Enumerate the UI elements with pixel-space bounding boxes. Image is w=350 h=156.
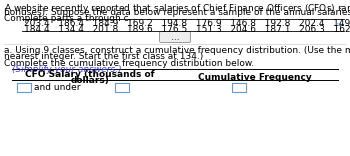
Text: dollars): dollars) — [71, 76, 110, 85]
Text: and under: and under — [34, 83, 80, 92]
Bar — [17, 83, 31, 92]
Text: Cumulative Frequency: Cumulative Frequency — [198, 73, 312, 82]
Text: a. Using 9 classes, construct a cumulative frequency distribution. (Use the mini: a. Using 9 classes, construct a cumulati… — [4, 46, 350, 55]
Text: Complete the cumulative frequency distribution below.: Complete the cumulative frequency distri… — [4, 59, 254, 68]
Text: bonuses). Suppose the data below represent a sample of the annual salaries for 2: bonuses). Suppose the data below represe… — [4, 8, 350, 17]
Text: ⇒: ⇒ — [336, 20, 342, 29]
Text: A website recently reported that salaries of Chief Finance Officers (CFOs) range: A website recently reported that salarie… — [4, 2, 350, 15]
Text: CFO Salary (thousands of: CFO Salary (thousands of — [25, 70, 155, 79]
FancyBboxPatch shape — [160, 32, 190, 42]
Text: ...: ... — [171, 32, 179, 41]
Text: nearest integer. Start the first class at 134.): nearest integer. Start the first class a… — [4, 52, 203, 61]
Bar — [115, 83, 129, 92]
Text: 184.4   134.4   201.8   189.6   176.5   151.3   204.6   187.1   206.3   162.6   : 184.4 134.4 201.8 189.6 176.5 151.3 204.… — [24, 25, 350, 34]
Bar — [232, 83, 246, 92]
Text: (Simplify your answers.): (Simplify your answers.) — [12, 65, 122, 74]
Text: Complete parts a through c.: Complete parts a through c. — [4, 14, 132, 23]
Text: 203.4   186.4   184.9   169.2   194.8   176.9   146.8   192.8   202.4   149.3   : 203.4 186.4 184.9 169.2 194.8 176.9 146.… — [24, 20, 350, 29]
